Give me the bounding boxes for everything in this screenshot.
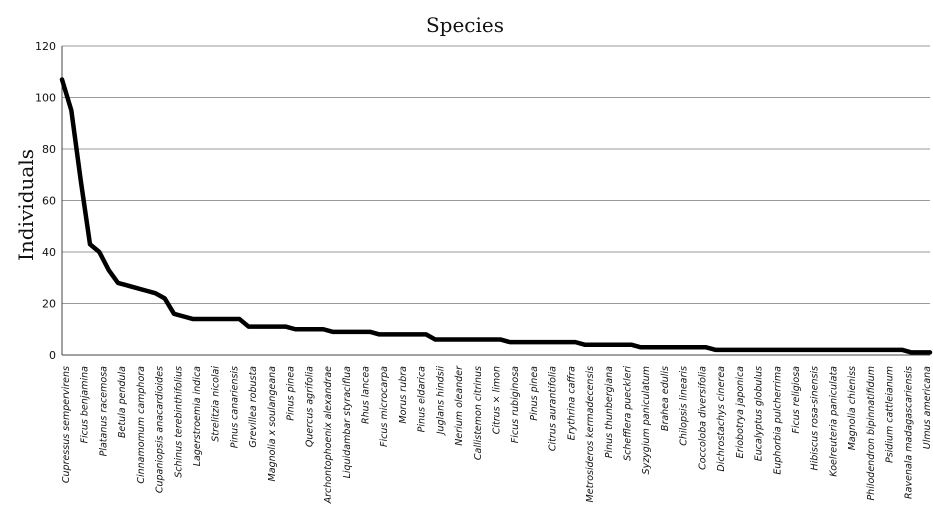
x-tick-label: Psidium cattleianum bbox=[885, 366, 896, 463]
x-tick-label: Ficus microcarpa bbox=[379, 366, 390, 447]
x-tick-label: Pinus eldarica bbox=[417, 366, 428, 432]
y-tick-label: 120 bbox=[35, 40, 56, 53]
x-tick-label: Erythrina caffra bbox=[566, 366, 577, 440]
x-tick-label: Citrus × limon bbox=[492, 366, 503, 434]
x-tick-label: Cinnamomum camphora bbox=[136, 366, 147, 484]
x-tick-label: Brahea edulis bbox=[660, 366, 671, 431]
series-line-individuals bbox=[59, 77, 933, 355]
x-tick-label: Pinus canariensis bbox=[229, 366, 240, 448]
x-tick-label: Magnolia x soulangeana bbox=[267, 366, 278, 482]
x-tick-label: Cupaniopsis anacardioides bbox=[155, 366, 166, 493]
series-layer bbox=[59, 77, 933, 355]
x-tick-label: Schinus terebinthifolius bbox=[173, 366, 184, 478]
x-tick-label: Koelreuteria paniculata bbox=[828, 366, 839, 477]
x-tick-label: Platanus racemosa bbox=[98, 366, 109, 457]
y-tick-label: 80 bbox=[42, 143, 56, 156]
x-tick-label: Eucalyptus globulus bbox=[754, 366, 765, 461]
x-tick-label: Hibiscus rosa-sinensis bbox=[810, 366, 821, 471]
x-tick-label: Metrosideros kermadecensis bbox=[585, 366, 596, 503]
x-tick-label: Dichrostachys cinerea bbox=[716, 366, 727, 472]
x-tick-label: Pinus thunbergiana bbox=[604, 366, 615, 458]
x-tick-label: Quercus agrifolia bbox=[304, 366, 315, 447]
y-tick-label: 0 bbox=[49, 349, 56, 362]
x-tick-label: Ravenala madagascariensis bbox=[903, 366, 914, 499]
x-tick-label: Schefflera pueckleri bbox=[623, 366, 634, 461]
x-tick-label: Nerium oleander bbox=[454, 365, 465, 446]
x-tick-label: Morus rubra bbox=[398, 366, 409, 424]
x-tick-label: Ficus religiosa bbox=[791, 366, 802, 434]
x-tick-label: Pinus pinea bbox=[529, 366, 540, 421]
x-tick-label: Lagerstroemia indica bbox=[192, 366, 203, 466]
x-tick-label: Strelitzia nicolai bbox=[211, 366, 222, 442]
x-tick-label: Citrus aurantifolia bbox=[548, 366, 559, 451]
x-tick-label: Syzygium paniculatum bbox=[641, 366, 652, 474]
x-tick-label: Rhus lancea bbox=[360, 366, 371, 424]
x-tick-label: Euphorbia pulcherrima bbox=[772, 366, 783, 475]
y-tick-label: 40 bbox=[42, 246, 56, 259]
x-tick-labels: Cupressus sempervirens Ficus benjamina Pla… bbox=[61, 365, 933, 504]
x-tick-label: Pinus pinea bbox=[286, 366, 297, 421]
x-tick-label: Grevillea robusta bbox=[248, 366, 259, 448]
x-tick-label: Betula pendula bbox=[117, 366, 128, 438]
x-tick-label: Ulmus americana bbox=[922, 366, 933, 449]
x-tick-label: Juglans hindsii bbox=[435, 366, 446, 437]
y-tick-label: 20 bbox=[42, 298, 56, 311]
chart-title: Species bbox=[426, 13, 504, 37]
x-tick-label: Callistemon citrinus bbox=[473, 366, 484, 460]
y-tick-label: 100 bbox=[35, 92, 56, 105]
gridlines bbox=[62, 45, 930, 356]
x-tick-label: Ficus benjamina bbox=[80, 366, 91, 444]
x-tick-label: Chilopsis linearis bbox=[679, 366, 690, 446]
x-tick-label: Coccoloba diversifolia bbox=[697, 366, 708, 470]
y-axis-label: Individuals bbox=[14, 149, 38, 261]
x-tick-label: Cupressus sempervirens bbox=[61, 366, 72, 483]
x-tick-label: Liquidambar styraciflua bbox=[342, 366, 353, 479]
x-tick-label: Ficus rubiginosa bbox=[510, 366, 521, 443]
y-tick-label: 60 bbox=[42, 195, 56, 208]
x-tick-label: Philodendron bipinnatifidum bbox=[866, 366, 877, 501]
x-tick-label: Eriobotrya japonica bbox=[735, 366, 746, 458]
x-tick-label: Archontophoenix alexandrae bbox=[323, 366, 334, 505]
y-tick-labels: 0 20 40 60 80 100 120 bbox=[35, 40, 56, 362]
x-tick-label: Magnolia chieniss bbox=[847, 366, 858, 450]
